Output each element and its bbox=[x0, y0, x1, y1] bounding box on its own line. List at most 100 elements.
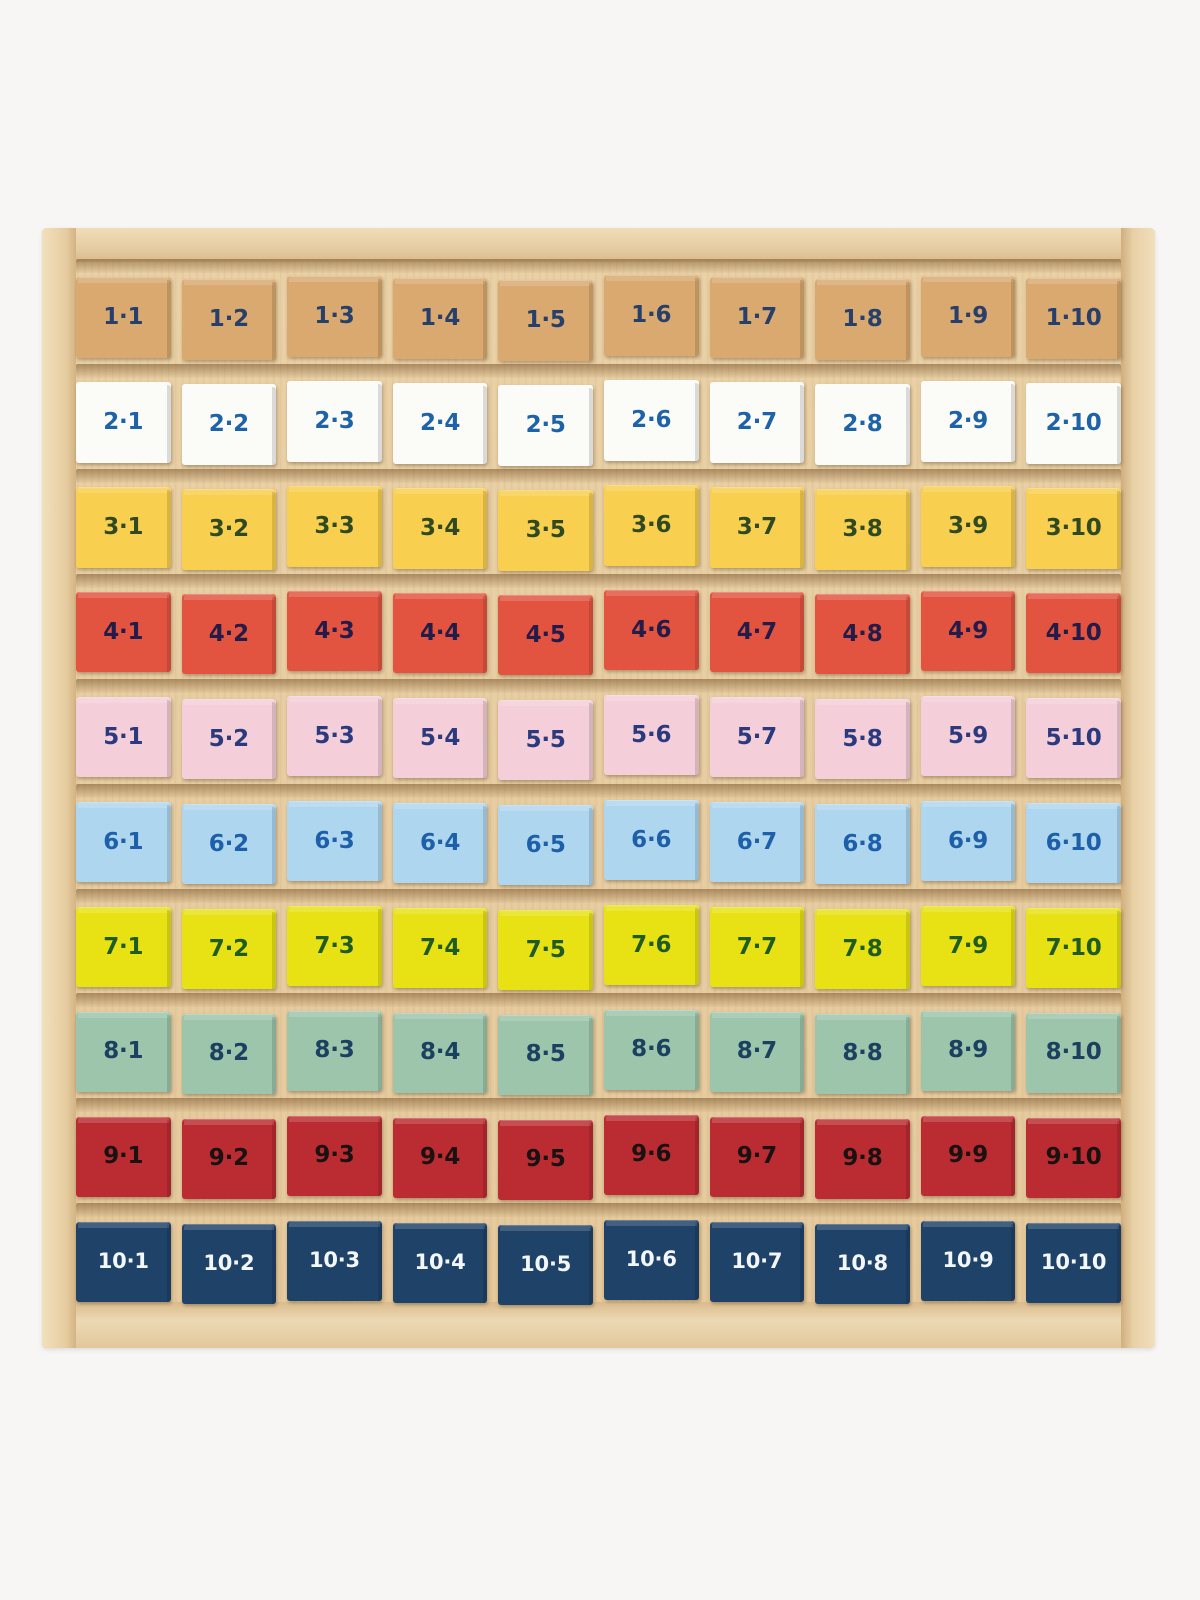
number-block-7-2[interactable]: 7·2 bbox=[181, 908, 277, 990]
number-block-7-5[interactable]: 7·5 bbox=[498, 909, 593, 991]
number-block-8-2[interactable]: 8·2 bbox=[181, 1013, 277, 1095]
number-block-2-10[interactable]: 2·10 bbox=[1026, 383, 1121, 464]
number-block-10-6[interactable]: 10·6 bbox=[603, 1219, 699, 1300]
number-block-1-7[interactable]: 1·7 bbox=[709, 277, 805, 358]
number-block-7-8[interactable]: 7·8 bbox=[815, 908, 910, 990]
number-block-6-5[interactable]: 6·5 bbox=[498, 804, 593, 886]
number-block-2-2[interactable]: 2·2 bbox=[181, 384, 277, 465]
number-block-4-10[interactable]: 4·10 bbox=[1026, 593, 1121, 674]
number-block-3-7[interactable]: 3·7 bbox=[709, 487, 805, 568]
number-block-1-9[interactable]: 1·9 bbox=[920, 276, 1016, 357]
number-block-4-2[interactable]: 4·2 bbox=[181, 594, 277, 675]
number-block-8-5[interactable]: 8·5 bbox=[498, 1014, 593, 1096]
number-block-2-1[interactable]: 2·1 bbox=[76, 382, 171, 463]
number-block-4-7[interactable]: 4·7 bbox=[709, 592, 805, 673]
number-block-8-9[interactable]: 8·9 bbox=[920, 1010, 1016, 1092]
number-block-10-8[interactable]: 10·8 bbox=[815, 1223, 910, 1304]
number-block-2-7[interactable]: 2·7 bbox=[709, 382, 805, 463]
number-block-9-7[interactable]: 9·7 bbox=[709, 1116, 805, 1198]
number-block-6-10[interactable]: 6·10 bbox=[1026, 802, 1121, 884]
number-block-4-3[interactable]: 4·3 bbox=[287, 591, 382, 672]
number-block-9-8[interactable]: 9·8 bbox=[815, 1118, 910, 1200]
number-block-8-10[interactable]: 8·10 bbox=[1026, 1012, 1121, 1094]
number-block-9-9[interactable]: 9·9 bbox=[920, 1115, 1016, 1197]
number-block-8-1[interactable]: 8·1 bbox=[76, 1011, 171, 1093]
number-block-4-6[interactable]: 4·6 bbox=[603, 590, 699, 671]
number-block-8-8[interactable]: 8·8 bbox=[815, 1013, 910, 1095]
number-block-8-7[interactable]: 8·7 bbox=[709, 1011, 805, 1093]
number-block-10-3[interactable]: 10·3 bbox=[287, 1220, 382, 1301]
number-block-5-1[interactable]: 5·1 bbox=[76, 697, 171, 778]
number-block-9-1[interactable]: 9·1 bbox=[76, 1116, 171, 1198]
number-block-6-3[interactable]: 6·3 bbox=[287, 800, 382, 882]
number-block-2-5[interactable]: 2·5 bbox=[498, 385, 593, 466]
number-block-5-10[interactable]: 5·10 bbox=[1026, 698, 1121, 779]
number-block-5-7[interactable]: 5·7 bbox=[709, 697, 805, 778]
number-block-10-10[interactable]: 10·10 bbox=[1026, 1222, 1121, 1303]
number-block-2-6[interactable]: 2·6 bbox=[603, 380, 699, 461]
number-block-6-6[interactable]: 6·6 bbox=[603, 799, 699, 881]
number-block-9-6[interactable]: 9·6 bbox=[603, 1114, 699, 1196]
number-block-4-5[interactable]: 4·5 bbox=[498, 595, 593, 676]
number-block-10-2[interactable]: 10·2 bbox=[181, 1223, 277, 1304]
number-block-7-1[interactable]: 7·1 bbox=[76, 906, 171, 988]
number-block-6-9[interactable]: 6·9 bbox=[920, 800, 1016, 882]
number-block-2-4[interactable]: 2·4 bbox=[392, 383, 488, 464]
number-block-10-7[interactable]: 10·7 bbox=[709, 1221, 805, 1302]
number-block-5-9[interactable]: 5·9 bbox=[920, 696, 1016, 777]
number-block-2-8[interactable]: 2·8 bbox=[815, 384, 910, 465]
number-block-8-3[interactable]: 8·3 bbox=[287, 1010, 382, 1092]
number-block-9-3[interactable]: 9·3 bbox=[287, 1115, 382, 1197]
number-block-10-9[interactable]: 10·9 bbox=[920, 1220, 1016, 1301]
number-block-3-2[interactable]: 3·2 bbox=[181, 489, 277, 570]
number-block-9-4[interactable]: 9·4 bbox=[392, 1117, 488, 1199]
number-block-10-5[interactable]: 10·5 bbox=[498, 1224, 593, 1305]
number-block-2-3[interactable]: 2·3 bbox=[287, 381, 382, 462]
number-block-4-4[interactable]: 4·4 bbox=[392, 593, 488, 674]
number-block-4-9[interactable]: 4·9 bbox=[920, 591, 1016, 672]
number-block-4-8[interactable]: 4·8 bbox=[815, 594, 910, 675]
number-block-1-3[interactable]: 1·3 bbox=[287, 276, 382, 357]
number-block-3-10[interactable]: 3·10 bbox=[1026, 488, 1121, 569]
number-block-6-1[interactable]: 6·1 bbox=[76, 801, 171, 883]
number-block-1-8[interactable]: 1·8 bbox=[815, 279, 910, 360]
number-block-3-5[interactable]: 3·5 bbox=[498, 490, 593, 571]
number-block-1-2[interactable]: 1·2 bbox=[181, 279, 277, 360]
number-block-6-8[interactable]: 6·8 bbox=[815, 803, 910, 885]
number-block-3-9[interactable]: 3·9 bbox=[920, 486, 1016, 567]
number-block-9-5[interactable]: 9·5 bbox=[498, 1119, 593, 1201]
number-block-5-6[interactable]: 5·6 bbox=[603, 695, 699, 776]
number-block-1-4[interactable]: 1·4 bbox=[392, 278, 488, 359]
number-block-10-1[interactable]: 10·1 bbox=[76, 1221, 171, 1302]
number-block-6-2[interactable]: 6·2 bbox=[181, 803, 277, 885]
number-block-9-2[interactable]: 9·2 bbox=[181, 1118, 277, 1200]
number-block-3-3[interactable]: 3·3 bbox=[287, 486, 382, 567]
number-block-6-4[interactable]: 6·4 bbox=[392, 802, 488, 884]
number-block-6-7[interactable]: 6·7 bbox=[709, 801, 805, 883]
number-block-7-9[interactable]: 7·9 bbox=[920, 905, 1016, 987]
number-block-8-4[interactable]: 8·4 bbox=[392, 1012, 488, 1094]
number-block-7-4[interactable]: 7·4 bbox=[392, 907, 488, 989]
number-block-3-4[interactable]: 3·4 bbox=[392, 488, 488, 569]
number-block-1-6[interactable]: 1·6 bbox=[603, 275, 699, 356]
number-block-7-3[interactable]: 7·3 bbox=[287, 905, 382, 987]
number-block-3-1[interactable]: 3·1 bbox=[76, 487, 171, 568]
number-block-5-4[interactable]: 5·4 bbox=[392, 698, 488, 779]
number-block-10-4[interactable]: 10·4 bbox=[392, 1222, 488, 1303]
number-block-3-8[interactable]: 3·8 bbox=[815, 489, 910, 570]
number-block-1-5[interactable]: 1·5 bbox=[498, 280, 593, 361]
number-block-3-6[interactable]: 3·6 bbox=[603, 485, 699, 566]
number-block-5-5[interactable]: 5·5 bbox=[498, 700, 593, 781]
number-block-7-7[interactable]: 7·7 bbox=[709, 906, 805, 988]
number-block-9-10[interactable]: 9·10 bbox=[1026, 1117, 1121, 1199]
number-block-4-1[interactable]: 4·1 bbox=[76, 592, 171, 673]
number-block-8-6[interactable]: 8·6 bbox=[603, 1009, 699, 1091]
number-block-1-1[interactable]: 1·1 bbox=[76, 277, 171, 358]
number-block-2-9[interactable]: 2·9 bbox=[920, 381, 1016, 462]
number-block-1-10[interactable]: 1·10 bbox=[1026, 278, 1121, 359]
number-block-5-3[interactable]: 5·3 bbox=[287, 696, 382, 777]
number-block-5-2[interactable]: 5·2 bbox=[181, 699, 277, 780]
number-block-5-8[interactable]: 5·8 bbox=[815, 699, 910, 780]
number-block-7-10[interactable]: 7·10 bbox=[1026, 907, 1121, 989]
number-block-7-6[interactable]: 7·6 bbox=[603, 904, 699, 986]
